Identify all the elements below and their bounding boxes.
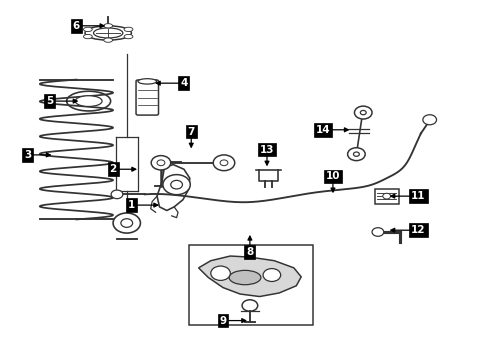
Circle shape bbox=[157, 160, 165, 166]
Circle shape bbox=[213, 155, 235, 171]
Text: 12: 12 bbox=[411, 225, 426, 235]
Ellipse shape bbox=[67, 91, 111, 111]
Ellipse shape bbox=[104, 38, 113, 42]
Text: 3: 3 bbox=[24, 150, 31, 160]
Text: 8: 8 bbox=[246, 247, 253, 257]
Circle shape bbox=[113, 213, 141, 233]
Ellipse shape bbox=[104, 24, 113, 28]
Text: 5: 5 bbox=[46, 96, 53, 106]
Text: 13: 13 bbox=[260, 144, 274, 154]
Ellipse shape bbox=[85, 26, 131, 40]
FancyBboxPatch shape bbox=[375, 189, 399, 204]
Text: 4: 4 bbox=[180, 78, 188, 88]
Text: 9: 9 bbox=[220, 316, 226, 325]
Circle shape bbox=[383, 193, 391, 199]
FancyBboxPatch shape bbox=[136, 80, 159, 115]
Text: 10: 10 bbox=[326, 171, 340, 181]
Circle shape bbox=[354, 106, 372, 119]
Text: 11: 11 bbox=[411, 191, 426, 201]
Text: 1: 1 bbox=[128, 200, 135, 210]
Ellipse shape bbox=[124, 27, 133, 32]
FancyBboxPatch shape bbox=[189, 244, 314, 325]
Ellipse shape bbox=[229, 270, 261, 285]
Ellipse shape bbox=[94, 28, 123, 38]
Circle shape bbox=[163, 175, 190, 195]
Text: 7: 7 bbox=[188, 127, 195, 136]
Circle shape bbox=[347, 148, 365, 161]
Circle shape bbox=[372, 228, 384, 236]
Ellipse shape bbox=[83, 27, 92, 32]
Circle shape bbox=[151, 156, 171, 170]
Ellipse shape bbox=[124, 35, 133, 39]
Circle shape bbox=[220, 160, 228, 166]
Circle shape bbox=[423, 115, 437, 125]
Circle shape bbox=[353, 152, 359, 156]
Ellipse shape bbox=[138, 79, 157, 84]
Circle shape bbox=[360, 111, 366, 115]
Text: 14: 14 bbox=[316, 125, 330, 135]
Text: 2: 2 bbox=[109, 164, 117, 174]
Circle shape bbox=[171, 180, 182, 189]
Ellipse shape bbox=[83, 35, 92, 39]
Circle shape bbox=[111, 190, 123, 199]
Circle shape bbox=[263, 269, 281, 282]
Circle shape bbox=[121, 219, 133, 227]
Circle shape bbox=[211, 266, 230, 280]
Polygon shape bbox=[198, 256, 301, 297]
Circle shape bbox=[242, 300, 258, 311]
Ellipse shape bbox=[75, 96, 102, 107]
Text: 6: 6 bbox=[73, 21, 80, 31]
